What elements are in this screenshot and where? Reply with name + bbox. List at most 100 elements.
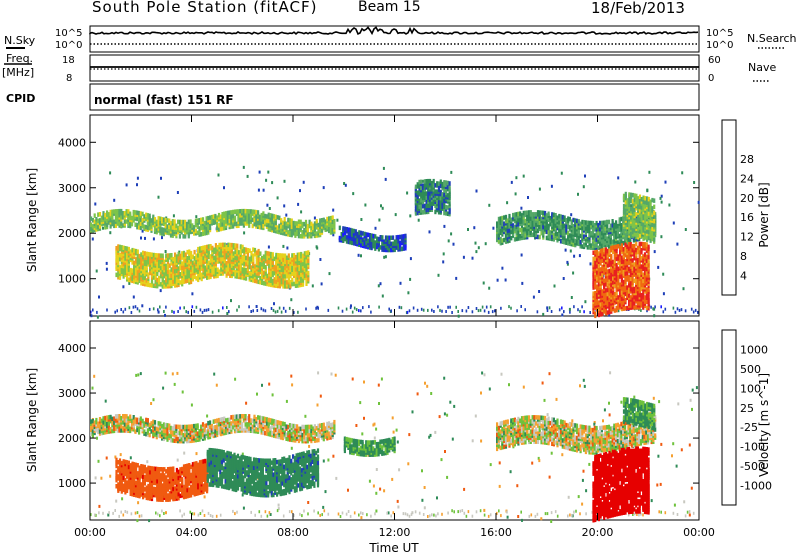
data-cell [115,264,118,269]
scatter-cell [697,200,700,204]
scatter-cell [319,258,322,261]
ground-scatter-cell [672,306,675,310]
scatter-cell [361,432,364,436]
data-cell [594,291,597,296]
data-cell [209,268,212,273]
data-cell [599,220,602,226]
data-cell [512,223,515,228]
data-cell [260,223,263,228]
data-cell [554,213,557,218]
scatter-cell [411,511,414,515]
data-cell [306,223,309,229]
data-cell [432,178,435,184]
data-cell [274,214,277,220]
scatter-cell [157,310,160,314]
data-cell [635,247,638,253]
data-cell [152,220,155,226]
data-cell [134,210,137,215]
data-cell [210,219,213,224]
scatter-cell [453,404,456,408]
data-cell [604,234,607,240]
data-cell [613,239,616,244]
data-cell [404,233,407,239]
data-cell [414,207,417,212]
data-cell [370,237,373,242]
scatter-cell [109,474,112,478]
data-cell [229,255,232,260]
data-cell [126,268,129,274]
date-label: 18/Feb/2013 [591,0,685,17]
data-cell [209,215,212,220]
data-cell [624,275,627,280]
data-cell [171,219,174,224]
data-cell [629,238,632,244]
data-cell [427,185,430,190]
data-cell [178,219,181,225]
ground-scatter-cell [222,306,224,310]
data-cell [445,205,448,210]
scatter-cell [682,287,685,291]
data-cell [163,265,166,271]
data-cell [115,272,118,278]
data-cell [229,242,232,248]
data-cell [153,217,157,222]
data-cell [372,233,375,239]
data-cell [628,274,631,280]
scatter-cell [162,386,165,390]
data-cell [416,190,419,195]
data-cell [246,213,249,218]
data-cell [386,245,389,251]
data-cell [124,246,127,251]
scatter-cell [383,489,386,493]
data-cell [145,278,148,283]
ground-scatter-cell [317,306,319,310]
data-cell [277,253,280,258]
data-cell [109,209,112,215]
data-cell [604,278,608,283]
data-cell [305,281,308,286]
data-cell [289,257,292,262]
data-cell [261,274,264,279]
data-cell [616,223,619,229]
data-cell [526,228,529,234]
data-cell [418,179,421,185]
scatter-cell [477,246,480,250]
data-cell [218,269,221,274]
scatter-cell [423,486,426,489]
data-cell [642,203,645,209]
data-cell [177,225,180,231]
data-cell [618,233,621,239]
data-cell [283,217,286,222]
scatter-cell [322,505,325,509]
data-cell [168,269,171,275]
data-cell [159,273,162,279]
data-cell [90,216,93,221]
scatter-cell [297,202,300,206]
data-cell [615,232,618,237]
data-cell [253,264,257,269]
scatter-cell [283,204,286,208]
data-cell [613,251,616,256]
scatter-cell [392,430,395,434]
data-cell [594,256,597,261]
data-cell [290,232,293,238]
ground-scatter-cell [455,305,457,309]
data-cell [275,252,278,258]
data-cell [126,254,129,260]
data-cell [496,227,499,232]
data-cell [305,277,308,282]
scatter-cell [483,508,486,512]
scatter-cell [548,475,551,479]
data-cell [275,273,278,278]
data-cell [513,237,516,242]
data-cell [166,275,170,281]
ground-scatter-cell [136,307,139,311]
data-cell [131,268,134,273]
ground-scatter-cell [485,305,488,309]
data-cell [143,214,146,219]
data-cell [214,261,217,266]
data-cell [618,241,621,247]
data-cell [305,259,308,264]
data-cell [631,243,634,249]
data-cell [264,219,267,225]
